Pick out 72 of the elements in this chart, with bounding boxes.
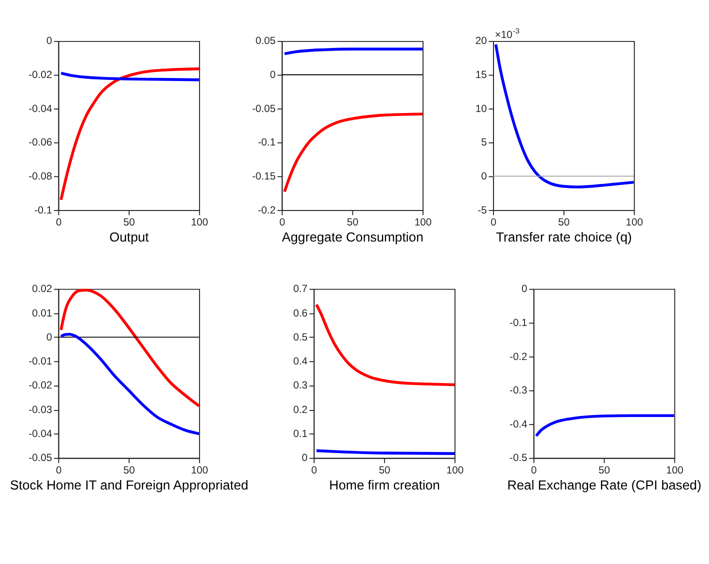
x-tick-label: 0 bbox=[56, 465, 62, 476]
line-series bbox=[534, 414, 674, 438]
x-axis-title: Transfer rate choice (q) bbox=[496, 229, 632, 244]
x-tick-label: 50 bbox=[378, 465, 391, 476]
y-tick-label: -0.08 bbox=[28, 171, 52, 182]
x-tick-label: 0 bbox=[311, 465, 318, 476]
y-tick-label: -0.05 bbox=[252, 104, 276, 115]
y-tick-label: 0.4 bbox=[293, 356, 308, 368]
line-series bbox=[60, 72, 200, 82]
y-tick-label: 0.1 bbox=[293, 429, 308, 440]
x-tick-label: 0 bbox=[530, 465, 537, 476]
y-tick-label: 0.5 bbox=[293, 332, 308, 344]
y-tick-label: -0.01 bbox=[28, 356, 52, 368]
x-tick-label: 50 bbox=[598, 465, 610, 476]
y-tick-label: -0.3 bbox=[510, 386, 528, 397]
y-tick-label: -0.1 bbox=[258, 138, 276, 149]
y-tick-label: 0.3 bbox=[293, 380, 308, 392]
x-tick-label: 100 bbox=[446, 465, 464, 476]
y-tick-label: -0.2 bbox=[258, 205, 276, 216]
x-axis-title: Stock Home IT and Foreign Appropriated bbox=[10, 477, 248, 492]
y-tick-label: 0.7 bbox=[293, 284, 308, 296]
y-tick-label: -0.02 bbox=[28, 70, 52, 82]
y-tick-label: 20 bbox=[475, 36, 488, 48]
x-tick-label: 50 bbox=[346, 217, 359, 228]
y-tick-label: -0.2 bbox=[510, 352, 528, 363]
x-axis-title: Aggregate Consumption bbox=[282, 229, 424, 244]
y-tick-label: -0.03 bbox=[28, 404, 52, 416]
y-tick-label: -0.1 bbox=[34, 205, 52, 216]
x-tick-label: 50 bbox=[558, 217, 570, 228]
x-tick-label: 100 bbox=[414, 217, 432, 228]
x-tick-label: 0 bbox=[56, 217, 62, 228]
y-tick-label: -5 bbox=[478, 205, 488, 216]
y-tick-label: -0.06 bbox=[28, 138, 52, 149]
y-tick-label: -0.4 bbox=[510, 419, 528, 430]
line-series bbox=[60, 288, 200, 408]
x-axis-title: Output bbox=[109, 229, 150, 244]
y-tick-label: 15 bbox=[475, 70, 488, 82]
y-tick-label: 5 bbox=[481, 138, 488, 149]
x-tick-label: 100 bbox=[626, 217, 644, 228]
y-tick-label: 0 bbox=[481, 171, 488, 182]
line-series bbox=[283, 112, 423, 194]
y-tick-label: -0.04 bbox=[28, 104, 52, 115]
y-tick-label: 0 bbox=[302, 453, 308, 464]
y-tick-label: -0.02 bbox=[28, 380, 52, 392]
y-tick-label: -0.15 bbox=[252, 171, 276, 182]
x-axis-title: Home firm creation bbox=[329, 477, 440, 492]
x-tick-label: 0 bbox=[490, 217, 497, 228]
y-tick-label: -0.1 bbox=[510, 318, 528, 329]
x-tick-label: 100 bbox=[666, 465, 684, 476]
y-tick-label: 0.01 bbox=[32, 308, 52, 320]
line-series bbox=[60, 332, 200, 436]
y-tick-label: 0.02 bbox=[32, 284, 52, 296]
y-tick-label: 0.6 bbox=[293, 308, 308, 320]
x-tick-label: 100 bbox=[190, 465, 208, 476]
x-tick-label: 50 bbox=[123, 217, 136, 228]
y-tick-label: 0.2 bbox=[293, 404, 308, 416]
y-tick-label: -0.04 bbox=[28, 429, 52, 440]
y-tick-label: 0 bbox=[46, 36, 52, 48]
line-series bbox=[60, 67, 200, 202]
x-tick-label: 0 bbox=[279, 217, 286, 228]
y-tick-label: 0 bbox=[522, 284, 528, 296]
x-tick-label: 50 bbox=[123, 465, 136, 476]
y-tick-label: -0.5 bbox=[510, 453, 528, 464]
y-tick-label: 0 bbox=[46, 332, 52, 344]
line-series bbox=[315, 303, 455, 386]
y-tick-label: 10 bbox=[475, 104, 488, 115]
y-tick-label: 0.05 bbox=[256, 36, 276, 48]
x-tick-label: 100 bbox=[190, 217, 208, 228]
y-tick-label: -0.05 bbox=[28, 453, 52, 464]
y-tick-label: 0 bbox=[270, 70, 276, 82]
line-series bbox=[494, 42, 634, 188]
x-axis-title: Real Exchange Rate (CPI based) bbox=[507, 477, 702, 492]
